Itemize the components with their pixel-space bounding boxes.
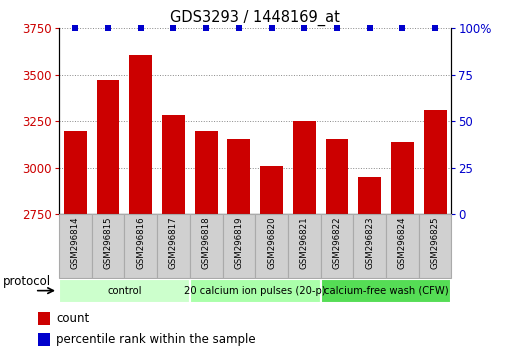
Text: GSM296818: GSM296818 [202, 217, 211, 269]
FancyBboxPatch shape [190, 214, 223, 278]
Bar [260, 166, 283, 214]
Text: count: count [56, 312, 90, 325]
Text: GSM296815: GSM296815 [104, 217, 112, 269]
Point [366, 25, 374, 31]
FancyBboxPatch shape [59, 279, 190, 303]
Text: GSM296824: GSM296824 [398, 217, 407, 269]
Bar [162, 115, 185, 214]
Text: protocol: protocol [3, 275, 51, 288]
Point [136, 25, 145, 31]
Bar [424, 110, 446, 214]
Point [235, 25, 243, 31]
Text: percentile rank within the sample: percentile rank within the sample [56, 333, 256, 346]
FancyBboxPatch shape [223, 214, 255, 278]
Point [71, 25, 80, 31]
Bar [64, 131, 87, 214]
FancyBboxPatch shape [386, 214, 419, 278]
Text: calcium-free wash (CFW): calcium-free wash (CFW) [324, 286, 448, 296]
Bar [37, 333, 50, 346]
FancyBboxPatch shape [124, 214, 157, 278]
Bar [37, 312, 50, 325]
Text: GSM296821: GSM296821 [300, 217, 309, 269]
Text: GSM296822: GSM296822 [332, 217, 342, 269]
Bar [96, 80, 120, 214]
Bar [326, 139, 348, 214]
Point [169, 25, 177, 31]
FancyBboxPatch shape [157, 214, 190, 278]
Bar [293, 121, 315, 214]
FancyBboxPatch shape [321, 214, 353, 278]
Text: GSM296814: GSM296814 [71, 217, 80, 269]
FancyBboxPatch shape [190, 279, 321, 303]
FancyBboxPatch shape [92, 214, 124, 278]
FancyBboxPatch shape [321, 279, 451, 303]
Text: GSM296817: GSM296817 [169, 217, 178, 269]
FancyBboxPatch shape [59, 214, 92, 278]
Point [398, 25, 406, 31]
FancyBboxPatch shape [255, 214, 288, 278]
Point [431, 25, 439, 31]
Point [300, 25, 308, 31]
Point [104, 25, 112, 31]
Text: GSM296823: GSM296823 [365, 217, 374, 269]
Bar [129, 55, 152, 214]
Text: GSM296820: GSM296820 [267, 217, 276, 269]
Title: GDS3293 / 1448169_at: GDS3293 / 1448169_at [170, 9, 340, 25]
Text: GSM296819: GSM296819 [234, 217, 243, 269]
Point [333, 25, 341, 31]
Text: 20 calcium ion pulses (20-p): 20 calcium ion pulses (20-p) [184, 286, 326, 296]
Bar [227, 139, 250, 214]
Text: GSM296825: GSM296825 [430, 217, 440, 269]
Bar [195, 131, 218, 214]
Point [202, 25, 210, 31]
FancyBboxPatch shape [288, 214, 321, 278]
Bar [358, 177, 381, 214]
Text: control: control [107, 286, 142, 296]
Point [267, 25, 275, 31]
FancyBboxPatch shape [353, 214, 386, 278]
FancyBboxPatch shape [419, 214, 451, 278]
Bar [391, 142, 414, 214]
Text: GSM296816: GSM296816 [136, 217, 145, 269]
